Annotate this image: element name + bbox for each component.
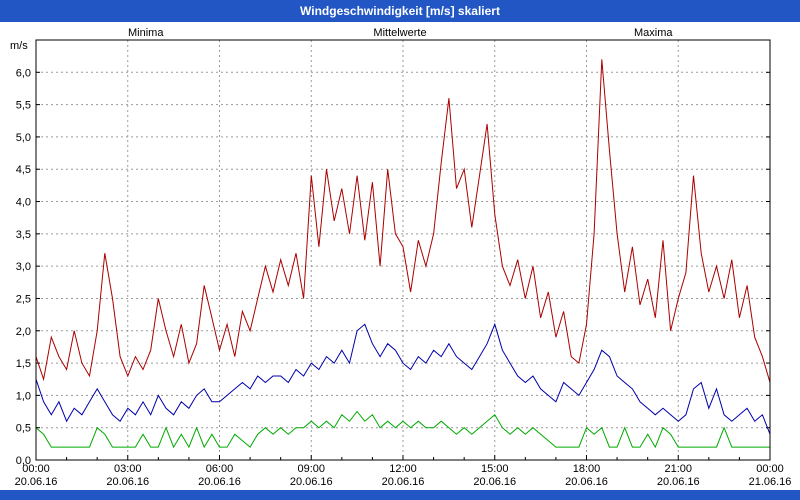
plot-border (35, 39, 771, 461)
legend-minima: Minima (128, 27, 164, 39)
y-tick-label: 5,0 (16, 132, 31, 144)
y-tick-label: 6,0 (16, 67, 31, 79)
y-tick-label: 1,5 (16, 358, 31, 370)
legend-mittelwerte: Mittelwerte (373, 27, 426, 39)
x-tick-date-label: 21.06.16 (749, 476, 792, 488)
y-tick-label: 0,5 (16, 423, 31, 435)
x-tick-time-label: 09:00 (297, 463, 325, 475)
x-tick-time-label: 00:00 (756, 463, 784, 475)
legend-maxima: Maxima (634, 27, 673, 39)
chart-legend: Minima Mittelwerte Maxima (128, 27, 673, 39)
x-tick-date-label: 20.06.16 (382, 476, 425, 488)
y-tick-label: 2,0 (16, 326, 31, 338)
x-tick-date-label: 20.06.16 (290, 476, 333, 488)
bottom-accent-bar (0, 490, 800, 500)
y-tick-label: 3,5 (16, 229, 31, 241)
x-tick-date-label: 20.06.16 (657, 476, 700, 488)
wind-speed-chart: 0,0 0,5 1,0 1,5 2,0 2,5 3,0 3,5 4,0 4,5 5,0 5,5 6,0 m… (10, 27, 792, 488)
axis-ticks (36, 71, 770, 460)
x-tick-time-label: 18:00 (573, 463, 601, 475)
y-axis-labels: 0,0 0,5 1,0 1,5 2,0 2,5 3,0 3,5 4,0 4,5 5,0 5,5 6,0 m… (10, 40, 31, 467)
x-tick-time-label: 00:00 (22, 463, 50, 475)
series-line-minima (35, 410, 770, 449)
y-tick-label: 0,0 (16, 455, 31, 467)
x-tick-date-label: 20.06.16 (198, 476, 241, 488)
x-tick-date-label: 20.06.16 (473, 476, 516, 488)
x-tick-time-label: 21:00 (664, 463, 692, 475)
y-tick-label: 3,0 (16, 261, 31, 273)
x-tick-time-label: 12:00 (389, 463, 417, 475)
x-tick-time-label: 03:00 (114, 463, 142, 475)
y-tick-label: 4,5 (16, 164, 31, 176)
y-tick-label: 1,0 (16, 390, 31, 402)
y-tick-label: 4,0 (16, 197, 31, 209)
y-axis-unit: m/s (10, 40, 28, 52)
chart-title-bar: Windgeschwindigkeit [m/s] skaliert (0, 0, 800, 22)
x-tick-date-label: 20.06.16 (106, 476, 149, 488)
x-axis-labels: 00:0020.06.1603:0020.06.1606:0020.06.160… (15, 463, 792, 488)
y-tick-label: 5,5 (16, 100, 31, 112)
x-tick-time-label: 15:00 (481, 463, 509, 475)
page-title: Windgeschwindigkeit [m/s] skaliert (300, 4, 500, 18)
y-tick-label: 2,5 (16, 293, 31, 305)
x-tick-date-label: 20.06.16 (15, 476, 58, 488)
x-tick-time-label: 06:00 (206, 463, 234, 475)
x-tick-date-label: 20.06.16 (565, 476, 608, 488)
series-line-maxima (35, 59, 771, 383)
series-lines (35, 59, 771, 449)
series-line-mittelwerte (35, 322, 771, 435)
